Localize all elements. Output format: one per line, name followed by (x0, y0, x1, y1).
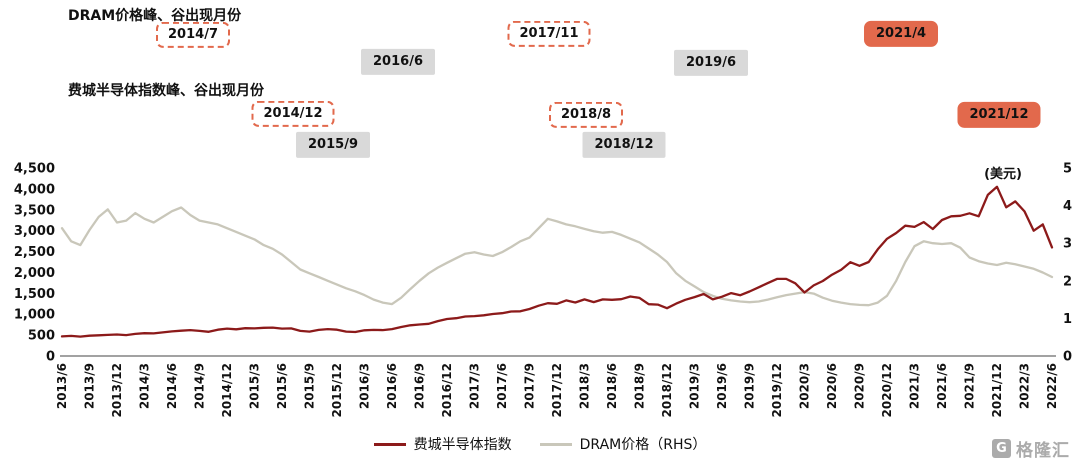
left-axis-tick: 1,500 (14, 287, 55, 302)
legend-label: 费城半导体指数 (413, 437, 512, 453)
x-axis-tick: 2018/9 (633, 363, 647, 409)
annotation-badge-2019-6: 2019/6 (674, 49, 748, 77)
x-axis-tick: 2014/12 (220, 363, 234, 417)
right-axis-tick: 3 (1063, 237, 1072, 252)
x-axis-tick: 2015/9 (303, 363, 317, 409)
legend-swatch (539, 442, 572, 446)
legend: 费城半导体指数 DRAM价格（RHS） (0, 434, 1080, 454)
annotation-badge-2018-8: 2018/8 (549, 101, 623, 129)
left-axis-tick: 3,500 (14, 203, 55, 218)
annotation-badge-2021-4: 2021/4 (864, 20, 938, 48)
series-line-dram-price (60, 206, 1054, 307)
x-axis-tick: 2021/6 (935, 363, 949, 409)
logo-icon: G (992, 439, 1011, 458)
x-axis-tick: 2015/6 (275, 363, 289, 409)
legend-item-1: DRAM价格（RHS） (539, 434, 707, 454)
x-axis-tick: 2020/12 (880, 363, 894, 417)
x-axis-tick: 2019/6 (715, 363, 729, 409)
logo-text: 格隆汇 (1016, 441, 1070, 461)
x-axis-tick: 2017/3 (468, 363, 482, 409)
x-axis-tick: 2018/6 (605, 363, 619, 409)
x-axis-tick: 2021/3 (908, 363, 922, 409)
x-axis-tick: 2018/3 (578, 363, 592, 409)
right-axis-tick: 0 (1063, 350, 1072, 365)
x-axis-tick: 2019/9 (743, 363, 757, 409)
x-axis-tick: 2020/3 (798, 363, 812, 409)
left-axis-tick: 4,500 (14, 162, 55, 177)
left-axis-tick: 2,000 (14, 266, 55, 281)
series-line-sox-index (60, 185, 1054, 338)
x-axis-tick: 2019/12 (770, 363, 784, 417)
gelonghui-logo: G 格隆汇 (992, 436, 1070, 461)
x-axis-tick: 2014/6 (165, 363, 179, 409)
left-axis-tick: 1,000 (14, 308, 55, 323)
annotation-badge-2014-7: 2014/7 (156, 21, 230, 49)
x-axis-tick: 2016/12 (440, 363, 454, 417)
x-axis-tick: 2017/12 (550, 363, 564, 417)
x-axis-tick: 2018/12 (660, 363, 674, 417)
annotation-badge-2015-9: 2015/9 (296, 131, 370, 159)
x-axis-tick: 2016/3 (358, 363, 372, 409)
x-axis-tick: 2014/9 (193, 363, 207, 409)
x-axis-tick: 2019/3 (688, 363, 702, 409)
annotation-badge-2018-12: 2018/12 (582, 131, 666, 159)
x-axis-tick: 2017/6 (495, 363, 509, 409)
legend-item-0: 费城半导体指数 (373, 434, 512, 454)
right-axis-unit-label: (美元) (984, 167, 1022, 182)
x-axis-tick: 2021/9 (963, 363, 977, 409)
x-axis-tick: 2016/6 (385, 363, 399, 409)
right-axis-tick: 4 (1063, 199, 1072, 214)
x-axis-tick: 2016/9 (413, 363, 427, 409)
legend-swatch (373, 442, 406, 446)
x-axis-tick: 2020/6 (825, 363, 839, 409)
x-axis-tick: 2017/9 (523, 363, 537, 409)
x-axis-tick: 2015/3 (248, 363, 262, 409)
annotation-badge-2016-6: 2016/6 (361, 48, 435, 76)
legend-label: DRAM价格（RHS） (579, 437, 707, 453)
x-axis-tick: 2022/6 (1045, 363, 1059, 409)
x-axis-tick: 2013/6 (55, 363, 69, 409)
x-axis-tick: 2021/12 (990, 363, 1004, 417)
dram-annotation-title: DRAM价格峰、谷出现月份 (68, 8, 242, 24)
left-axis-tick: 4,000 (14, 182, 55, 197)
left-axis-tick: 2,500 (14, 245, 55, 260)
x-axis-tick: 2013/9 (83, 363, 97, 409)
left-axis-tick: 3,000 (14, 224, 55, 239)
right-axis-tick: 5 (1063, 162, 1072, 177)
annotation-badge-2014-12: 2014/12 (251, 100, 335, 128)
x-axis-tick: 2014/3 (138, 363, 152, 409)
x-axis-tick: 2020/9 (853, 363, 867, 409)
annotation-badge-2021-12: 2021/12 (957, 101, 1041, 129)
sox-annotation-title: 费城半导体指数峰、谷出现月份 (68, 83, 264, 99)
left-axis-tick: 0 (46, 350, 55, 365)
x-axis-tick: 2022/3 (1018, 363, 1032, 409)
x-axis-tick: 2013/12 (110, 363, 124, 417)
right-axis-tick: 1 (1063, 312, 1072, 327)
right-axis-tick: 2 (1063, 274, 1072, 289)
left-axis-tick: 500 (28, 329, 55, 344)
annotation-badge-2017-11: 2017/11 (507, 20, 591, 48)
x-axis-tick: 2015/12 (330, 363, 344, 417)
